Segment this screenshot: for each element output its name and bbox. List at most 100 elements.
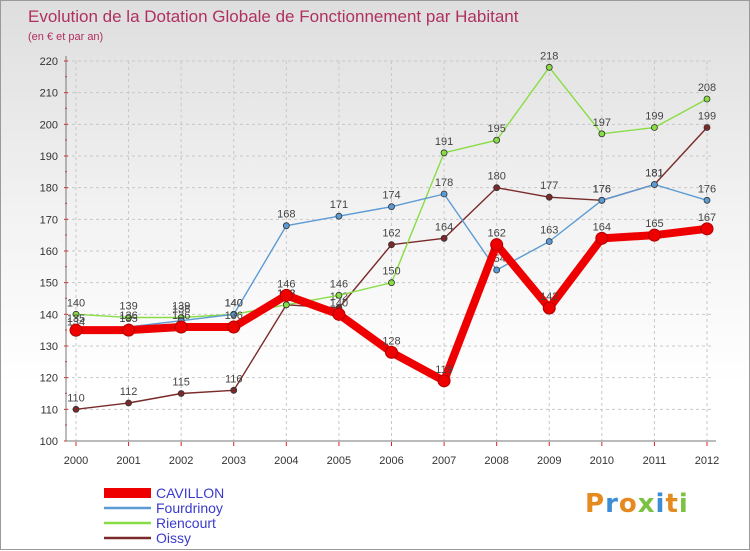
point-fourdrinoy	[651, 181, 658, 188]
point-riencourt	[125, 314, 132, 321]
data-label-cavillon: 135	[119, 313, 137, 325]
y-tick-label: 120	[40, 373, 58, 385]
point-cavillon	[332, 307, 346, 321]
point-riencourt	[440, 149, 448, 157]
x-tick-label: 2009	[537, 455, 561, 467]
y-tick-label: 130	[40, 341, 58, 353]
data-label-oissy: 199	[698, 111, 716, 123]
data-label-cavillon: 146	[277, 278, 295, 290]
axes: 100 110 120 130 140 150 160 170 180 190 200 210 220 2…	[40, 56, 719, 467]
x-tick-label: 2006	[379, 455, 403, 467]
x-tick-label: 2001	[116, 455, 140, 467]
data-label-oissy: 164	[435, 221, 453, 233]
data-label-oissy: 177	[540, 180, 558, 192]
point-riencourt	[72, 310, 80, 318]
point-fourdrinoy	[493, 266, 501, 274]
y-tick-label: 100	[40, 436, 58, 448]
x-tick-label: 2011	[643, 455, 667, 467]
data-label-cavillon: 164	[593, 221, 611, 233]
point-cavillon	[490, 238, 504, 252]
point-cavillon	[174, 320, 188, 334]
point-oissy	[493, 184, 501, 192]
chart-subtitle: (en € et par an)	[28, 31, 103, 43]
logo-letter: i	[678, 489, 689, 519]
series-group: 1101121151161431421621641801771761811991…	[67, 50, 716, 413]
point-fourdrinoy	[440, 190, 448, 198]
point-cavillon	[542, 301, 556, 315]
data-label-fourdrinoy: 140	[225, 297, 243, 309]
point-cavillon	[595, 231, 609, 245]
data-label-riencourt: 191	[435, 136, 453, 148]
data-label-fourdrinoy: 136	[119, 310, 137, 322]
logo-letter: o	[618, 489, 638, 519]
point-riencourt	[651, 124, 658, 131]
point-cavillon	[122, 323, 136, 337]
data-label-oissy: 112	[120, 386, 138, 398]
data-label-riencourt: 199	[645, 111, 663, 123]
legend-label-oissy: Oissy	[156, 530, 191, 546]
point-fourdrinoy	[388, 203, 395, 211]
data-label-oissy: 110	[67, 392, 85, 404]
data-label-fourdrinoy: 174	[382, 190, 400, 202]
point-cavillon	[437, 374, 451, 388]
point-cavillon	[647, 228, 661, 242]
point-riencourt	[282, 301, 290, 309]
data-label-oissy: 176	[593, 183, 611, 195]
data-label-cavillon: 119	[435, 364, 453, 376]
data-label-cavillon: 142	[540, 291, 558, 303]
y-tick-label: 170	[40, 214, 58, 226]
x-tick-label: 2008	[484, 455, 508, 467]
point-riencourt	[545, 63, 553, 71]
data-label-fourdrinoy: 176	[698, 183, 716, 195]
data-label-riencourt: 208	[698, 82, 716, 94]
logo-letter: P	[585, 489, 606, 519]
data-label-fourdrinoy: 171	[330, 199, 348, 211]
point-fourdrinoy	[230, 310, 238, 318]
series-riencourt: 140139139140143146150191195218197199208	[67, 50, 716, 321]
data-label-riencourt: 139	[119, 301, 137, 313]
data-label-cavillon: 136	[225, 310, 243, 322]
y-tick-label: 190	[40, 151, 58, 163]
y-tick-label: 160	[40, 246, 58, 258]
data-label-fourdrinoy: 163	[540, 225, 558, 237]
y-tick-label: 150	[40, 278, 58, 290]
point-riencourt	[493, 136, 501, 144]
data-label-riencourt: 218	[540, 50, 558, 62]
logo-letter: x	[637, 489, 656, 519]
point-fourdrinoy	[282, 222, 290, 230]
data-label-oissy: 180	[487, 171, 505, 183]
point-oissy	[177, 390, 185, 397]
data-label-cavillon: 140	[330, 297, 348, 309]
point-fourdrinoy	[335, 212, 343, 220]
data-label-cavillon: 136	[172, 310, 190, 322]
point-oissy	[72, 405, 80, 413]
data-label-oissy: 116	[225, 373, 243, 385]
logo-letter: i	[655, 489, 666, 519]
point-oissy	[545, 193, 553, 201]
legend-label-cavillon: CAVILLON	[156, 485, 224, 501]
x-tick-label: 2010	[590, 455, 614, 467]
legend-label-fourdrinoy: Fourdrinoy	[156, 500, 223, 516]
data-label-fourdrinoy: 181	[645, 168, 663, 180]
point-fourdrinoy	[598, 196, 606, 204]
point-riencourt	[703, 95, 711, 103]
data-label-cavillon: 128	[382, 335, 400, 347]
data-label-fourdrinoy: 176	[593, 183, 611, 195]
y-tick-label: 210	[40, 88, 58, 100]
data-label-fourdrinoy: 134	[67, 316, 85, 328]
chart-title: Evolution de la Dotation Globale de Fonc…	[28, 7, 519, 26]
data-label-oissy: 162	[382, 228, 400, 240]
point-fourdrinoy	[545, 238, 553, 245]
point-riencourt	[335, 291, 343, 299]
point-cavillon	[227, 320, 241, 334]
legend-label-riencourt: Riencourt	[156, 515, 216, 531]
data-label-riencourt: 146	[330, 278, 348, 290]
point-oissy	[388, 241, 395, 249]
y-tick-label: 220	[40, 56, 58, 68]
data-label-oissy: 115	[172, 377, 190, 389]
data-label-fourdrinoy: 168	[277, 209, 295, 221]
